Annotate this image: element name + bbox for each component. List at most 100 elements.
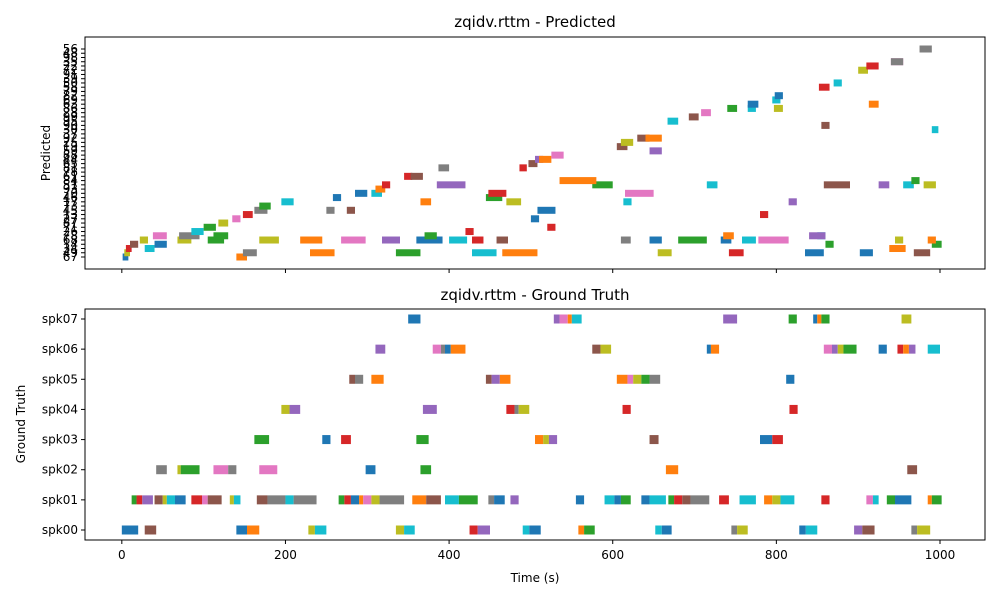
ground-truth-ytick-label: spk01 <box>42 493 78 507</box>
predicted-ytick-label: 67 <box>63 250 78 264</box>
predicted-ytick-label: 30 <box>63 123 78 137</box>
ground-truth-segment <box>604 495 615 505</box>
ground-truth-xtick-label: 400 <box>438 548 461 562</box>
predicted-segment <box>723 232 734 240</box>
predicted-segment <box>805 249 824 257</box>
ground-truth-segment <box>649 374 661 384</box>
ground-truth-segment <box>872 495 879 505</box>
predicted-segment <box>472 236 484 244</box>
predicted-title: zqidv.rttm - Predicted <box>454 13 615 31</box>
ground-truth-segment <box>760 435 773 445</box>
predicted-segment <box>191 228 204 236</box>
ground-truth-segment <box>256 495 268 505</box>
predicted-ytick-label: 63 <box>63 97 78 111</box>
predicted-segment <box>382 236 400 244</box>
ground-truth-segment <box>907 465 918 475</box>
predicted-ytick-label: 19 <box>63 140 78 154</box>
predicted-segment <box>232 215 241 223</box>
predicted-segment <box>371 189 382 197</box>
predicted-ytick-label: 95 <box>63 114 78 128</box>
predicted-segment <box>130 240 139 248</box>
ground-truth-segment <box>837 344 844 354</box>
ground-truth-segment <box>494 495 505 505</box>
ground-truth-segment <box>363 495 372 505</box>
predicted-segment <box>667 117 679 125</box>
predicted-ytick-label: 91 <box>63 67 78 81</box>
ground-truth-segment <box>408 314 421 324</box>
predicted-ytick-label: 61 <box>63 169 78 183</box>
predicted-segment <box>310 249 335 257</box>
predicted-segment <box>300 236 323 244</box>
ground-truth-segment <box>627 374 634 384</box>
ground-truth-segment <box>764 495 773 505</box>
predicted-segment <box>254 206 268 214</box>
ground-truth-xtick-label: 1000 <box>925 548 956 562</box>
predicted-ytick-label: 27 <box>63 212 78 226</box>
ground-truth-segment <box>131 495 137 505</box>
ground-truth-segment <box>491 374 500 384</box>
predicted-segment <box>678 236 707 244</box>
ground-truth-segment <box>259 465 278 475</box>
predicted-ytick-label: 81 <box>63 161 78 175</box>
ground-truth-segment <box>668 495 675 505</box>
ground-truth-segment <box>228 465 237 475</box>
ground-truth-segment <box>723 314 738 324</box>
ground-truth-segment <box>510 495 519 505</box>
ground-truth-xtick-label: 0 <box>118 548 126 562</box>
ground-truth-segment <box>917 525 931 535</box>
predicted-ytick-label: 51 <box>63 178 78 192</box>
ground-truth-segment <box>674 495 683 505</box>
predicted-ytick-label: 82 <box>63 89 78 103</box>
ground-truth-segment <box>458 495 478 505</box>
predicted-segment <box>866 62 879 70</box>
predicted-ytick-label: 87 <box>63 216 78 230</box>
ground-truth-segment <box>567 314 572 324</box>
ground-truth-segments <box>121 314 942 535</box>
predicted-panel: zqidv.rttm - Predicted Predicted 6749341… <box>39 13 986 273</box>
ground-truth-segment <box>422 404 437 414</box>
predicted-ytick-label: 78 <box>63 165 78 179</box>
predicted-segment <box>747 104 756 112</box>
predicted-segment <box>747 100 759 108</box>
predicted-segment <box>923 181 936 189</box>
predicted-segment <box>341 236 366 244</box>
predicted-segment <box>818 83 830 91</box>
predicted-ytick-label: 48 <box>63 46 78 60</box>
predicted-segment <box>410 172 423 180</box>
predicted-segment <box>236 253 247 261</box>
ground-truth-segment <box>575 495 585 505</box>
predicted-segment <box>620 138 634 146</box>
ground-truth-segment <box>641 495 650 505</box>
ground-truth-segment <box>682 495 691 505</box>
predicted-segment <box>592 181 613 189</box>
predicted-segment <box>496 236 508 244</box>
predicted-ytick-label: 65 <box>63 157 78 171</box>
ground-truth-segment <box>322 435 331 445</box>
ground-truth-segment <box>379 495 405 505</box>
ground-truth-segment <box>911 525 918 535</box>
ground-truth-segment <box>878 344 887 354</box>
predicted-ytick-label: 50 <box>63 76 78 90</box>
ground-truth-segment <box>191 495 202 505</box>
ground-truth-segment <box>862 525 875 535</box>
ground-truth-segment <box>641 374 650 384</box>
ground-truth-ytick-label: spk00 <box>42 523 78 537</box>
ground-truth-segment <box>866 495 873 505</box>
ground-truth-segment <box>289 404 301 414</box>
ground-truth-segment <box>213 465 229 475</box>
ground-truth-segment <box>886 495 895 505</box>
ground-truth-xtick-label: 800 <box>765 548 788 562</box>
predicted-segment <box>760 211 769 219</box>
ground-truth-segment <box>578 525 585 535</box>
predicted-segment <box>649 147 662 155</box>
ground-truth-segment <box>177 465 181 475</box>
ground-truth-segment <box>485 374 492 384</box>
predicted-segment <box>742 236 756 244</box>
predicted-ytick-label: 44 <box>63 152 78 166</box>
predicted-segment <box>889 245 906 253</box>
ground-truth-segment <box>236 525 249 535</box>
ground-truth-segment <box>739 495 756 505</box>
predicted-segment <box>355 189 368 197</box>
predicted-segment <box>623 198 632 206</box>
